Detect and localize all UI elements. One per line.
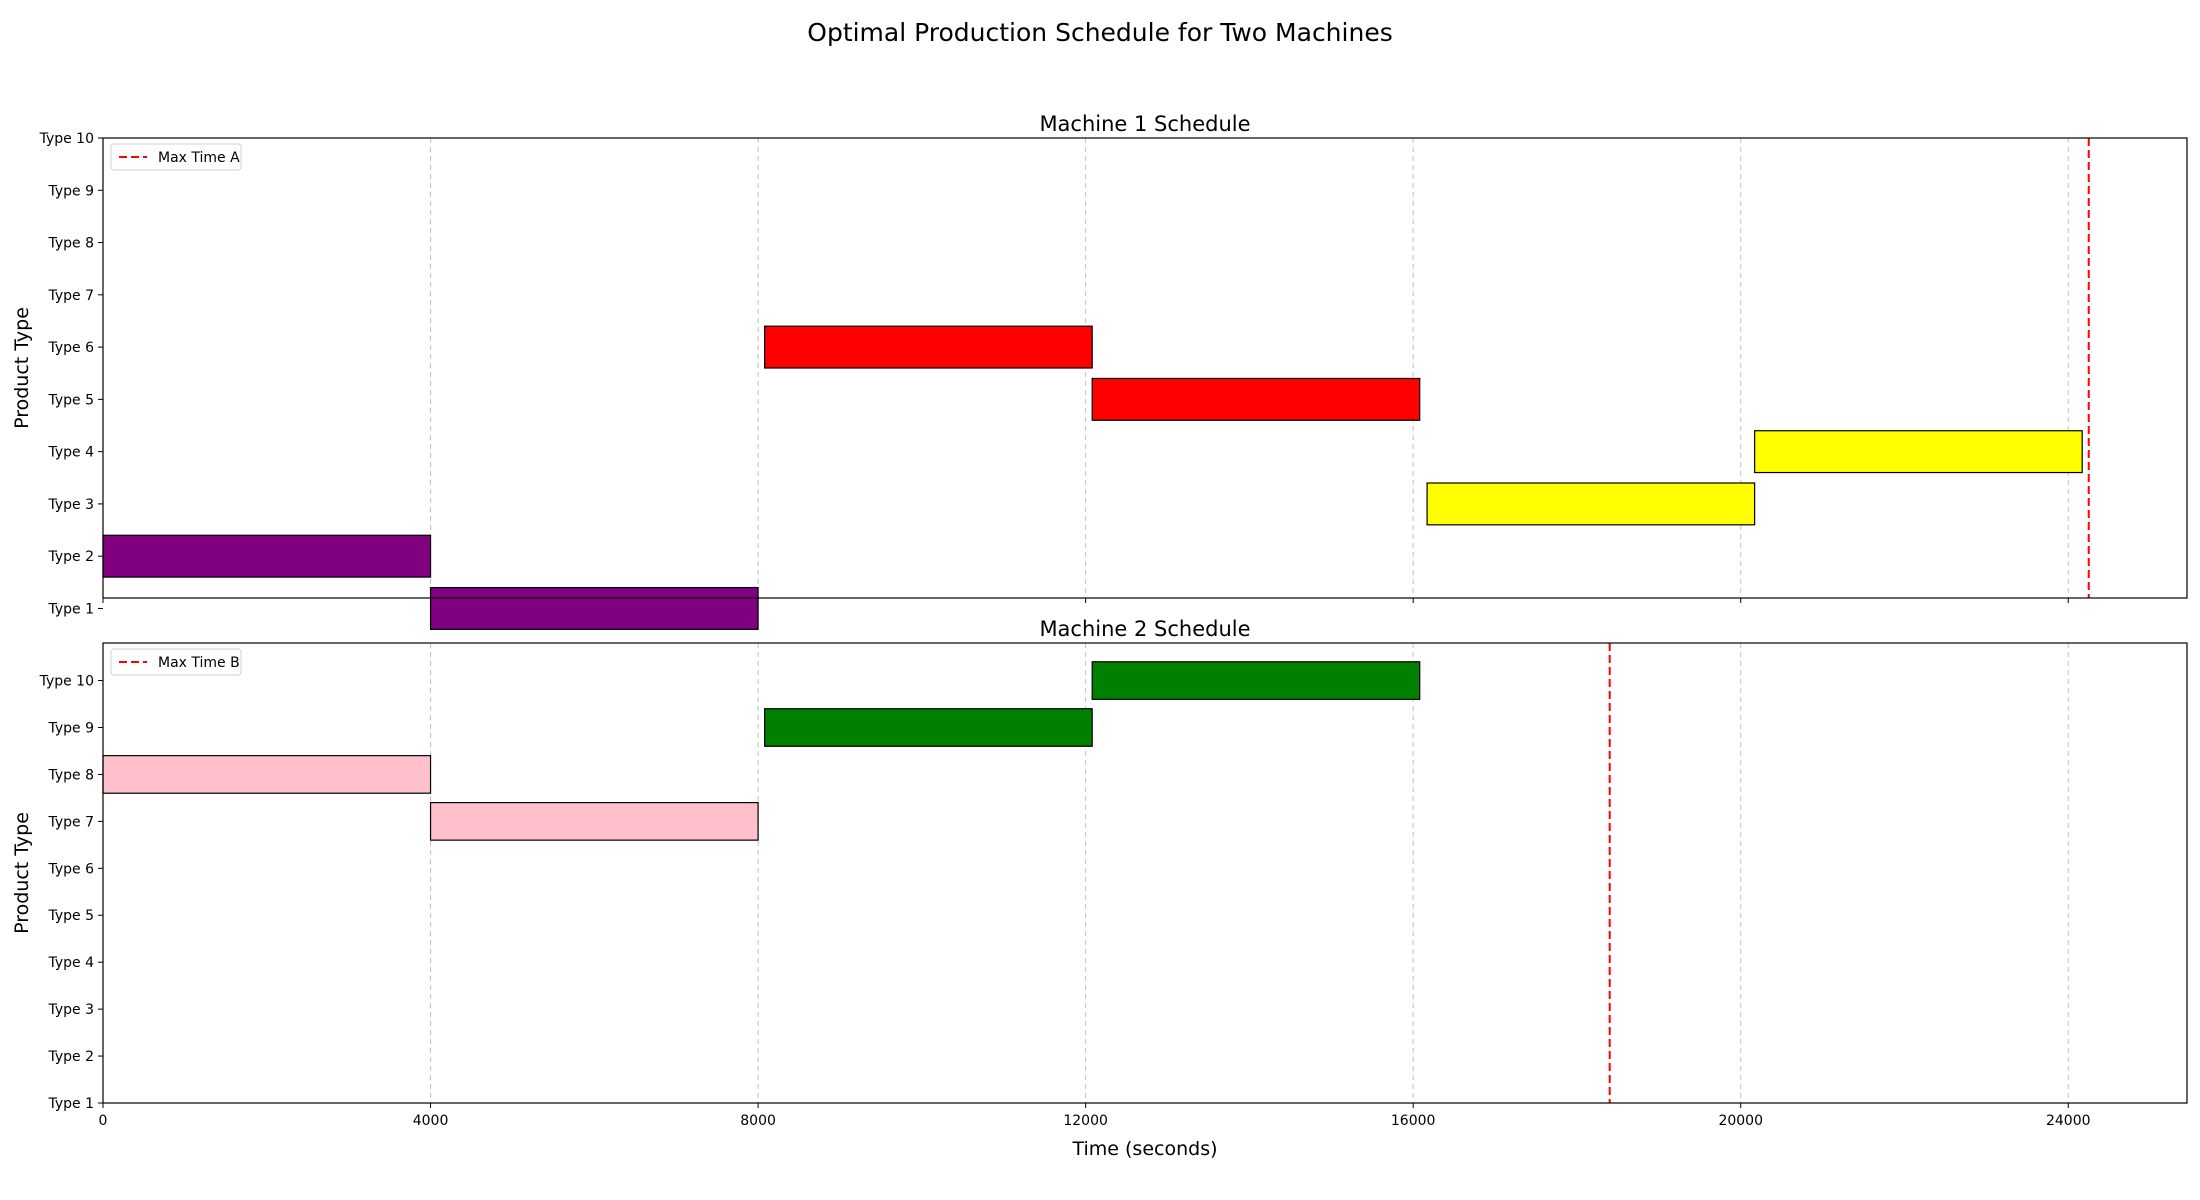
machine2-task-bar (764, 708, 1093, 747)
machine2-xtick-label: 16000 (1391, 1113, 1436, 1129)
machine1-ytick-label: Type 1 (47, 601, 94, 617)
machine2-task-bar (102, 755, 432, 794)
machine1-ylabel: Product Type (11, 307, 33, 429)
machine1-legend-box (110, 143, 242, 171)
figure-title: Optimal Production Schedule for Two Mach… (807, 18, 1393, 47)
machine2-task-bar (429, 801, 759, 841)
machine2-task-bar (1091, 661, 1421, 700)
machine1-legend-label: Max Time A (158, 150, 240, 166)
machine1-ytick-label: Type 10 (39, 131, 94, 147)
machine1-ytick-label: Type 4 (47, 445, 94, 461)
machine1-ytick-label: Type 2 (47, 549, 94, 565)
machine2-xtick-label: 20000 (1718, 1113, 1763, 1129)
machine2-ytick-label: Type 3 (47, 1002, 94, 1018)
machine1-task-bar (429, 586, 759, 630)
machine2-xtick-label: 0 (99, 1113, 108, 1129)
machine2-xtick-label: 24000 (2046, 1113, 2091, 1129)
machine1-ytick-label: Type 8 (47, 236, 94, 252)
machine2-ytick-label: Type 9 (47, 720, 94, 736)
machine2-axes-frame (102, 642, 2188, 1104)
machine1-task-bar (102, 534, 432, 578)
machine2-xlabel: Time (seconds) (1071, 1138, 1217, 1160)
machine1-task-bar (1426, 482, 1756, 526)
machine1-ytick-label: Type 5 (47, 392, 94, 408)
machine2-ytick-label: Type 10 (39, 674, 94, 690)
machine2-ytick-label: Type 7 (47, 814, 94, 830)
machine2-ytick-label: Type 2 (47, 1049, 94, 1065)
machine1-ytick-label: Type 7 (47, 288, 94, 304)
machine1-ytick-label: Type 9 (47, 183, 94, 199)
machine2-ytick-label: Type 8 (47, 767, 94, 783)
machine2-title: Machine 2 Schedule (1039, 617, 1250, 641)
machine2-legend-label: Max Time B (158, 655, 240, 671)
machine2-legend-box (110, 648, 242, 676)
machine2-xtick-label: 8000 (740, 1113, 776, 1129)
machine2-ytick-label: Type 5 (47, 908, 94, 924)
machine2-xtick-label: 12000 (1063, 1113, 1108, 1129)
machine1-task-bar (764, 325, 1093, 369)
machine2-ylabel: Product Type (11, 812, 33, 934)
machine2-ytick-label: Type 1 (47, 1096, 94, 1112)
machine2-xtick-label: 4000 (413, 1113, 449, 1129)
machine1-title: Machine 1 Schedule (1039, 112, 1250, 136)
machine2-ytick-label: Type 4 (47, 955, 94, 971)
machine1-ytick-label: Type 6 (47, 340, 94, 356)
machine2-ytick-label: Type 6 (47, 861, 94, 877)
machine1-task-bar (1091, 377, 1421, 421)
machine1-task-bar (1754, 430, 2083, 474)
machine1-axes-frame (102, 137, 2188, 599)
machine1-ytick-label: Type 3 (47, 497, 94, 513)
